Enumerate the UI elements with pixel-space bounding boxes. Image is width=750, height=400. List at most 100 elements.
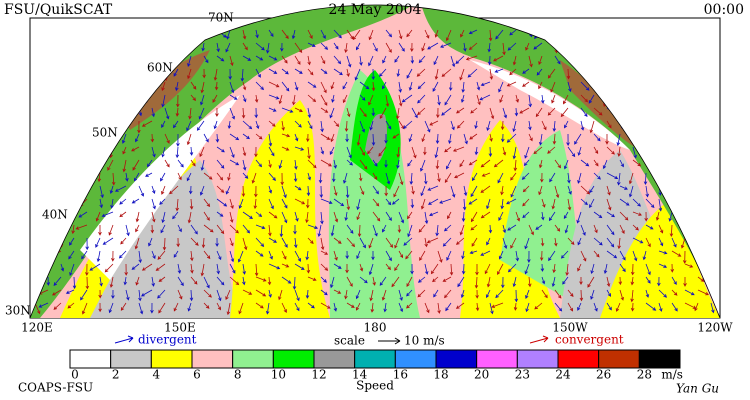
lon-label: 150W: [552, 321, 588, 335]
wind-arrow: [551, 198, 556, 210]
wind-arrow: [255, 55, 264, 61]
wind-arrow: [418, 224, 426, 233]
wind-arrow: [403, 237, 413, 246]
wind-arrow: [502, 107, 508, 119]
wind-arrow: [268, 94, 280, 100]
wind-arrow: [242, 81, 247, 91]
wind-arrow: [122, 146, 127, 155]
wind-arrow: [151, 250, 156, 260]
wind-arrow: [619, 211, 629, 221]
wind-arrow: [385, 120, 392, 130]
wind-arrow: [507, 263, 517, 273]
wind-arrow: [109, 185, 114, 194]
wind-arrow: [506, 81, 517, 87]
wind-arrow: [281, 146, 290, 151]
wind-arrow: [342, 94, 348, 104]
wind-arrow: [75, 224, 88, 230]
wind-arrow: [228, 68, 232, 80]
wind-arrow: [203, 276, 210, 289]
wind-arrow: [547, 68, 556, 79]
wind-arrow: [522, 81, 530, 87]
wind-arrow: [213, 120, 218, 130]
wind-arrow: [155, 263, 166, 271]
wind-arrow: [189, 198, 194, 210]
wind-arrow: [528, 224, 534, 236]
wind-arrow: [225, 42, 231, 53]
wind-arrow: [119, 211, 127, 218]
wind-arrow: [121, 133, 127, 144]
header-left: FSU/QuikSCAT: [4, 2, 113, 18]
wind-arrow: [216, 185, 225, 193]
wind-arrow: [123, 276, 128, 286]
wind-arrow: [368, 55, 374, 67]
wind-arrow: [576, 211, 582, 224]
wind-arrow: [411, 185, 415, 195]
wind-arrow: [452, 146, 465, 152]
wind-arrow: [424, 29, 430, 39]
wind-arrow: [307, 42, 316, 47]
wind-arrow: [684, 263, 694, 268]
wind-arrow: [138, 302, 144, 315]
wind-arrow: [590, 289, 595, 300]
wind-arrow: [99, 276, 103, 287]
wind-arrow: [109, 276, 114, 288]
wind-arrow: [242, 29, 247, 40]
wind-arrow: [242, 224, 251, 234]
wind-arrow: [268, 107, 277, 112]
wind-arrow: [319, 185, 324, 199]
wind-arrow: [502, 42, 506, 56]
wind-arrow: [225, 185, 231, 195]
wind-arrow: [359, 94, 366, 101]
wind-arrow: [655, 211, 660, 221]
wind-arrow: [111, 289, 115, 299]
map-edge: [29, 4, 721, 319]
wind-arrow: [548, 211, 556, 222]
wind-arrow: [489, 107, 495, 120]
wind-arrow: [628, 172, 634, 185]
wind-arrow: [512, 146, 517, 160]
wind-arrow: [187, 302, 192, 312]
wind-arrow: [119, 198, 127, 205]
colorbar-tick-label: 2: [112, 368, 120, 382]
wind-arrow: [432, 81, 439, 92]
wind-arrow: [406, 29, 413, 38]
wind-arrow: [441, 68, 452, 77]
wind-arrow: [356, 42, 361, 51]
wind-arrow: [333, 42, 339, 50]
wind-arrow: [424, 302, 430, 314]
colorbar-tick-label: 6: [193, 368, 201, 382]
wind-arrow: [229, 237, 234, 247]
wind-arrow: [280, 42, 284, 52]
wind-arrow: [177, 224, 182, 233]
wind-arrow: [242, 42, 248, 51]
wind-arrow: [229, 211, 234, 223]
wind-arrow: [396, 107, 400, 120]
wind-arrow: [255, 29, 259, 39]
wind-arrow: [470, 185, 478, 198]
colorbar-tick-label: 20: [474, 368, 489, 382]
wind-arrow: [590, 263, 595, 274]
wind-arrow: [567, 172, 571, 184]
wind-arrow: [523, 159, 530, 167]
wind-arrow: [406, 302, 413, 309]
wind-arrow: [281, 55, 288, 64]
wind-arrow: [593, 146, 599, 155]
wind-arrow: [554, 289, 562, 299]
wind-arrow: [554, 55, 561, 65]
wind-arrow: [352, 29, 361, 41]
wind-arrow: [306, 133, 310, 143]
wind-arrow: [554, 159, 561, 169]
wind-arrow: [497, 172, 504, 184]
wind-arrow: [463, 133, 468, 145]
wind-arrow: [227, 120, 232, 130]
wind-arrow: [498, 250, 504, 260]
wind-arrow: [292, 94, 296, 106]
wind-arrow: [489, 133, 493, 142]
wind-arrow: [619, 250, 626, 261]
wind-arrow: [95, 237, 101, 248]
wind-arrow: [355, 302, 361, 311]
wind-arrow: [255, 237, 265, 248]
wind-arrow: [462, 198, 467, 211]
wind-arrow: [658, 237, 664, 247]
wind-arrow: [437, 172, 441, 183]
